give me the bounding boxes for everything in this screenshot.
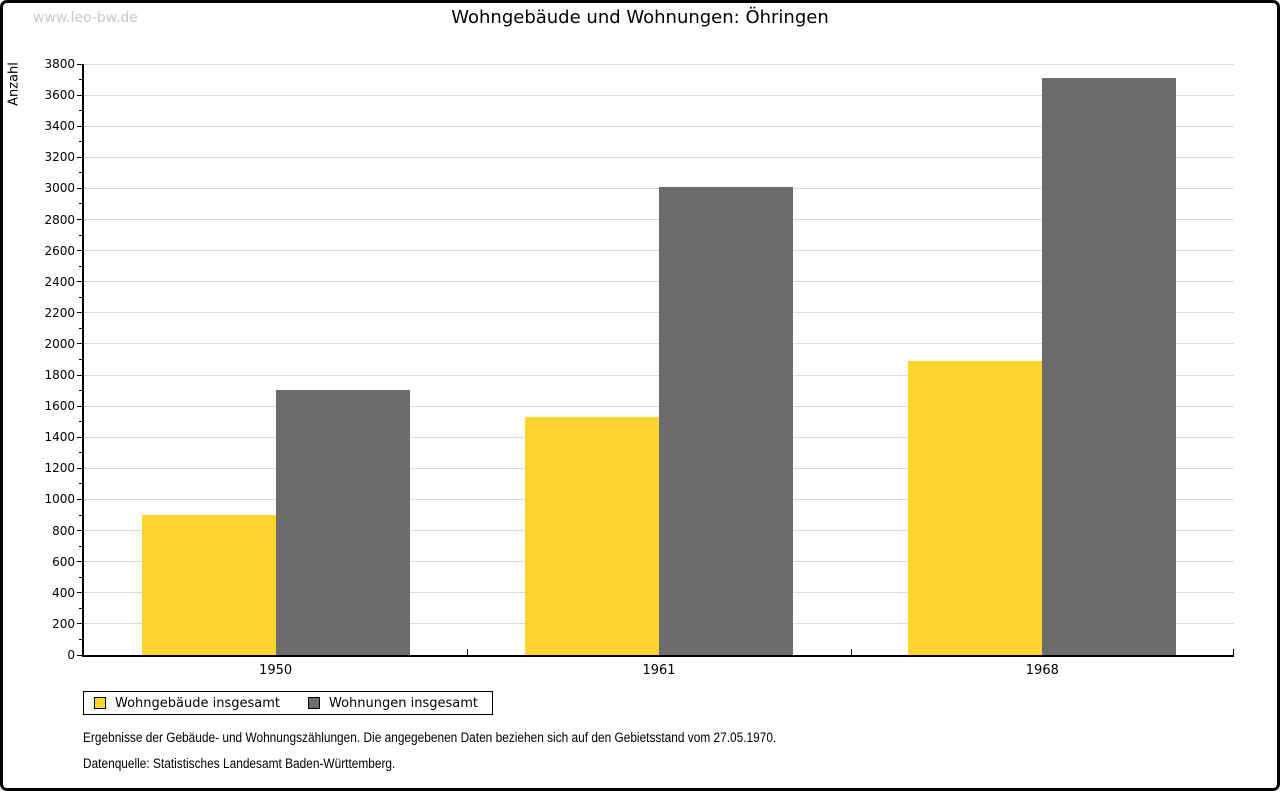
y-axis-minor-tick [79, 110, 84, 112]
y-axis-tick-label: 2800 [44, 212, 75, 227]
y-axis-tick [77, 250, 84, 252]
gridline [84, 156, 1234, 158]
footnote-line1: Ergebnisse der Gebäude- und Wohnungszähl… [83, 730, 777, 745]
y-axis-tick-label: 3400 [44, 119, 75, 134]
y-axis-tick-label: 1800 [44, 368, 75, 383]
y-axis-tick-label: 3800 [44, 57, 75, 71]
y-axis-tick [77, 156, 84, 158]
y-axis-tick [77, 405, 84, 407]
y-axis-minor-tick [79, 576, 84, 578]
y-axis-minor-tick [79, 327, 84, 329]
y-axis-minor-tick [79, 514, 84, 516]
y-axis-minor-tick [79, 638, 84, 640]
y-axis-tick-label: 1000 [44, 492, 75, 507]
y-axis-tick-label: 800 [52, 523, 75, 538]
x-axis-category-label: 1950 [259, 663, 293, 678]
footnote-line2: Datenquelle: Statistisches Landesamt Bad… [83, 756, 396, 771]
y-axis-tick-label: 600 [52, 554, 75, 569]
y-axis-tick-label: 3200 [44, 150, 75, 165]
x-axis-category-label: 1961 [642, 663, 676, 678]
y-axis-tick-label: 400 [52, 585, 75, 600]
y-axis-tick-label: 200 [52, 616, 75, 631]
bar-1950-series1 [275, 389, 410, 655]
y-axis-tick [77, 498, 84, 500]
y-axis-minor-tick [79, 421, 84, 423]
y-axis-minor-tick [79, 234, 84, 236]
y-axis-tick [77, 187, 84, 189]
legend-item-wohnungen: Wohnungen insgesamt [308, 696, 478, 711]
bar-1950-series0 [141, 515, 276, 655]
y-axis-tick [77, 219, 84, 221]
y-axis-minor-tick [79, 172, 84, 174]
y-axis-tick-label: 1400 [44, 430, 75, 445]
x-axis-separator-tick [467, 649, 469, 655]
y-axis-minor-tick [79, 296, 84, 298]
y-axis-tick-label: 2400 [44, 274, 75, 289]
y-axis-title: Anzahl [6, 62, 22, 106]
y-axis-tick [77, 623, 84, 625]
y-axis-tick [77, 374, 84, 376]
y-axis-tick-label: 2000 [44, 336, 75, 351]
y-axis-tick-label: 1600 [44, 399, 75, 414]
y-axis-tick [77, 436, 84, 438]
y-axis-tick-label: 2200 [44, 305, 75, 320]
y-axis-tick-label: 0 [67, 648, 75, 662]
gridline [84, 125, 1234, 127]
y-axis-minor-tick [79, 141, 84, 143]
legend-swatch-gray [308, 697, 320, 709]
y-axis-minor-tick [79, 79, 84, 81]
y-axis-minor-tick [79, 359, 84, 360]
y-axis-minor-tick [79, 265, 84, 267]
y-axis-tick-label: 2600 [44, 243, 75, 258]
y-axis-minor-tick [79, 545, 84, 547]
y-axis-minor-tick [79, 390, 84, 392]
y-axis-minor-tick [79, 607, 84, 609]
x-axis-end-tick [1233, 649, 1234, 655]
legend-swatch-yellow [94, 697, 106, 709]
x-axis-separator-tick [850, 649, 852, 655]
y-axis-minor-tick [79, 483, 84, 485]
bar-1961-series0 [525, 417, 659, 655]
y-axis-tick [77, 343, 84, 345]
y-axis-tick-label: 3000 [44, 181, 75, 196]
y-axis-tick [77, 467, 84, 469]
gridline [84, 63, 1234, 65]
y-axis-tick [77, 63, 84, 65]
bar-1968-series0 [908, 361, 1043, 655]
legend: Wohngebäude insgesamt Wohnungen insgesam… [83, 691, 493, 715]
bar-1961-series1 [659, 186, 793, 655]
legend-item-wohngebaeude: Wohngebäude insgesamt [94, 696, 280, 711]
y-axis-tick [77, 125, 84, 127]
y-axis-tick-label: 1200 [44, 461, 75, 476]
y-axis-tick [77, 312, 84, 314]
x-axis-category-label: 1968 [1025, 663, 1059, 678]
plot-area: 0 200 400 600 800 1000 1200 1400 1600 1800 2000 220… [44, 57, 1234, 678]
bar-1968-series1 [1042, 78, 1177, 655]
y-axis-minor-tick [79, 203, 84, 205]
y-axis-tick [77, 561, 84, 563]
y-axis-tick [77, 530, 84, 532]
y-axis-tick-label: 3600 [44, 88, 75, 103]
y-axis-tick [77, 281, 84, 283]
watermark: www.leo-bw.de [33, 10, 138, 26]
y-axis-minor-tick [79, 452, 84, 454]
legend-label: Wohnungen insgesamt [329, 695, 478, 711]
y-axis-tick [77, 592, 84, 594]
y-axis-tick [77, 94, 84, 96]
y-axis-tick [77, 654, 84, 656]
gridline [84, 94, 1234, 96]
legend-label: Wohngebäude insgesamt [115, 695, 280, 711]
chart-title: Wohngebäude und Wohnungen: Öhringen [451, 7, 829, 28]
